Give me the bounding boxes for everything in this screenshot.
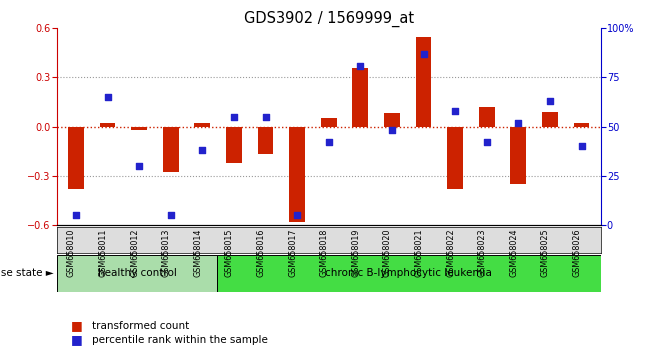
Point <box>513 120 524 125</box>
Point <box>386 128 397 133</box>
Text: ■: ■ <box>70 319 83 332</box>
Text: healthy control: healthy control <box>97 268 176 279</box>
Text: GSM658010: GSM658010 <box>67 228 76 277</box>
Text: GSM658020: GSM658020 <box>383 228 392 277</box>
Text: GSM658012: GSM658012 <box>130 228 139 277</box>
Bar <box>384 113 400 126</box>
Text: GSM658015: GSM658015 <box>225 228 234 277</box>
Bar <box>574 123 590 126</box>
Point <box>418 51 429 57</box>
Point <box>102 94 113 100</box>
Bar <box>68 126 84 189</box>
Bar <box>479 107 495 126</box>
Text: percentile rank within the sample: percentile rank within the sample <box>92 335 268 345</box>
Point <box>323 139 334 145</box>
Point <box>545 98 556 104</box>
Bar <box>352 68 368 126</box>
Text: GDS3902 / 1569999_at: GDS3902 / 1569999_at <box>244 11 414 27</box>
Bar <box>195 123 210 126</box>
Text: GSM658014: GSM658014 <box>193 228 203 277</box>
Point <box>197 147 208 153</box>
Bar <box>542 112 558 126</box>
Text: GSM658021: GSM658021 <box>415 228 423 277</box>
Text: GSM658024: GSM658024 <box>509 228 519 277</box>
Text: chronic B-lymphocytic leukemia: chronic B-lymphocytic leukemia <box>325 268 492 279</box>
Text: GSM658017: GSM658017 <box>288 228 297 277</box>
Text: GSM658022: GSM658022 <box>446 228 455 277</box>
Bar <box>416 36 431 126</box>
Point <box>450 108 460 114</box>
Bar <box>132 126 147 130</box>
Text: GSM658011: GSM658011 <box>99 228 107 277</box>
Point <box>166 212 176 218</box>
Text: GSM658023: GSM658023 <box>478 228 486 277</box>
Bar <box>217 255 601 292</box>
Text: GSM658016: GSM658016 <box>256 228 266 277</box>
Point <box>481 139 492 145</box>
Point <box>134 163 144 169</box>
Point <box>576 143 587 149</box>
Text: GSM658018: GSM658018 <box>320 228 329 277</box>
Text: ■: ■ <box>70 333 83 346</box>
Bar <box>289 126 305 222</box>
Point <box>229 114 240 120</box>
Bar <box>57 255 217 292</box>
Point <box>70 212 81 218</box>
Bar <box>321 118 337 126</box>
Bar <box>258 126 274 154</box>
Text: GSM658025: GSM658025 <box>541 228 550 277</box>
Text: GSM658019: GSM658019 <box>352 228 360 277</box>
Bar <box>163 126 178 172</box>
Bar <box>511 126 526 184</box>
Text: GSM658026: GSM658026 <box>572 228 582 277</box>
Bar <box>100 123 115 126</box>
Point <box>292 212 303 218</box>
Text: disease state ►: disease state ► <box>0 268 54 279</box>
Point <box>260 114 271 120</box>
Text: GSM658013: GSM658013 <box>162 228 171 277</box>
Bar <box>226 126 242 162</box>
Text: transformed count: transformed count <box>92 321 189 331</box>
Point <box>355 63 366 68</box>
Bar <box>448 126 463 189</box>
